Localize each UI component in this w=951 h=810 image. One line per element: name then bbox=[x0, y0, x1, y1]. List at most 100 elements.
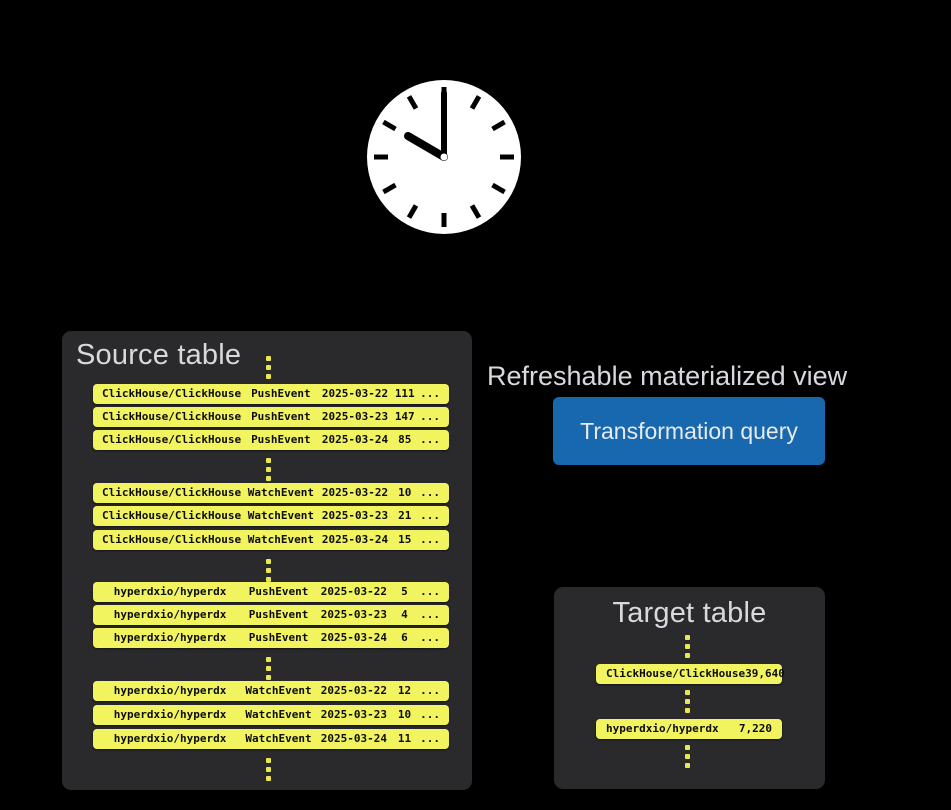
cell-more: ... bbox=[420, 433, 440, 446]
cell-count: 15 bbox=[398, 533, 412, 546]
dot bbox=[685, 644, 690, 649]
table-row[interactable]: ClickHouse/ClickHouse WatchEvent 2025-03… bbox=[93, 506, 449, 526]
ellipsis-dots bbox=[685, 745, 690, 768]
cell-more: ... bbox=[420, 608, 440, 621]
cell-count: 11 bbox=[397, 732, 412, 745]
cell-date: 2025-03-23 bbox=[321, 509, 389, 522]
cell-event: WatchEvent bbox=[245, 732, 312, 745]
cell-count: 85 bbox=[398, 433, 412, 446]
cell-event: PushEvent bbox=[251, 433, 311, 446]
dot bbox=[685, 754, 690, 759]
ellipsis-dots bbox=[266, 458, 271, 481]
cell-count: 4 bbox=[401, 608, 408, 621]
cell-repo: ClickHouse/ClickHouse bbox=[102, 509, 242, 522]
dot bbox=[685, 708, 690, 713]
cell-count: 147 bbox=[394, 410, 415, 423]
cell-count: 6 bbox=[401, 631, 408, 644]
dot bbox=[266, 657, 271, 662]
cell-event: PushEvent bbox=[248, 608, 309, 621]
cell-event: WatchEvent bbox=[247, 509, 314, 522]
cell-event: WatchEvent bbox=[247, 533, 314, 546]
transformation-query-button[interactable]: Transformation query bbox=[553, 397, 825, 465]
table-row[interactable]: ClickHouse/ClickHouse WatchEvent 2025-03… bbox=[93, 530, 449, 550]
cell-count: 10 bbox=[397, 708, 412, 721]
cell-more: ... bbox=[420, 509, 440, 522]
cell-more: ... bbox=[420, 684, 440, 697]
cell-date: 2025-03-24 bbox=[320, 732, 388, 745]
ellipsis-dots bbox=[266, 758, 271, 781]
table-row[interactable]: ClickHouse/ClickHouse PushEvent 2025-03-… bbox=[93, 430, 449, 450]
cell-more: ... bbox=[420, 585, 440, 598]
dot bbox=[685, 763, 690, 768]
cell-repo: hyperdxio/hyperdx bbox=[606, 722, 719, 735]
cell-date: 2025-03-24 bbox=[321, 433, 389, 446]
cell-event: PushEvent bbox=[251, 387, 311, 400]
dot bbox=[266, 675, 271, 680]
dot bbox=[266, 568, 271, 573]
cell-date: 2025-03-22 bbox=[320, 585, 388, 598]
table-row[interactable]: hyperdxio/hyperdx 7,220 bbox=[596, 719, 782, 739]
cell-more: ... bbox=[420, 387, 440, 400]
table-row[interactable]: hyperdxio/hyperdx PushEvent 2025-03-24 6… bbox=[93, 628, 449, 648]
dot bbox=[266, 758, 271, 763]
cell-more: ... bbox=[420, 486, 440, 499]
clock-icon bbox=[366, 79, 522, 235]
cell-date: 2025-03-23 bbox=[320, 608, 388, 621]
cell-repo: ClickHouse/ClickHouse bbox=[102, 410, 242, 423]
ellipsis-dots bbox=[685, 635, 690, 658]
dot bbox=[266, 776, 271, 781]
cell-more: ... bbox=[420, 410, 440, 423]
dot bbox=[685, 653, 690, 658]
dot bbox=[266, 374, 271, 379]
materialized-view-label: Refreshable materialized view bbox=[487, 361, 848, 391]
cell-repo: ClickHouse/ClickHouse bbox=[102, 486, 242, 499]
cell-event: WatchEvent bbox=[245, 684, 312, 697]
cell-repo: hyperdxio/hyperdx bbox=[113, 684, 227, 697]
table-row[interactable]: ClickHouse/ClickHouse 39,640 bbox=[596, 664, 785, 684]
dot bbox=[685, 745, 690, 750]
cell-event: PushEvent bbox=[248, 585, 309, 598]
cell-repo: hyperdxio/hyperdx bbox=[113, 708, 227, 721]
dot bbox=[266, 666, 271, 671]
cell-event: PushEvent bbox=[248, 631, 309, 644]
cell-event: WatchEvent bbox=[245, 708, 312, 721]
table-row[interactable]: hyperdxio/hyperdx WatchEvent 2025-03-22 … bbox=[93, 681, 449, 701]
cell-repo: hyperdxio/hyperdx bbox=[113, 732, 227, 745]
cell-more: ... bbox=[420, 732, 440, 745]
cell-repo: ClickHouse/ClickHouse bbox=[102, 387, 242, 400]
dot bbox=[685, 699, 690, 704]
cell-date: 2025-03-22 bbox=[320, 684, 388, 697]
source-table-title: Source table bbox=[76, 339, 242, 371]
dot bbox=[266, 577, 271, 582]
table-row[interactable]: ClickHouse/ClickHouse PushEvent 2025-03-… bbox=[93, 407, 449, 427]
table-row[interactable]: hyperdxio/hyperdx WatchEvent 2025-03-24 … bbox=[93, 729, 449, 749]
cell-more: ... bbox=[420, 708, 440, 721]
cell-repo: ClickHouse/ClickHouse bbox=[102, 533, 242, 546]
cell-count: 10 bbox=[398, 486, 412, 499]
table-row[interactable]: ClickHouse/ClickHouse WatchEvent 2025-03… bbox=[93, 483, 449, 503]
cell-more: ... bbox=[420, 533, 440, 546]
dot bbox=[266, 476, 271, 481]
cell-date: 2025-03-24 bbox=[321, 533, 389, 546]
dot bbox=[685, 635, 690, 640]
ellipsis-dots bbox=[266, 356, 271, 379]
cell-repo: hyperdxio/hyperdx bbox=[113, 585, 227, 598]
dot bbox=[266, 559, 271, 564]
cell-count: 7,220 bbox=[738, 722, 772, 735]
cell-count: 12 bbox=[397, 684, 412, 697]
ellipsis-dots bbox=[266, 657, 271, 680]
table-row[interactable]: ClickHouse/ClickHouse PushEvent 2025-03-… bbox=[93, 384, 449, 404]
source-table-panel: Source table ClickHouse/ClickHouse PushE… bbox=[62, 331, 472, 790]
cell-date: 2025-03-22 bbox=[321, 486, 389, 499]
dot bbox=[266, 458, 271, 463]
table-row[interactable]: hyperdxio/hyperdx WatchEvent 2025-03-23 … bbox=[93, 705, 449, 725]
cell-event: WatchEvent bbox=[247, 486, 314, 499]
table-row[interactable]: hyperdxio/hyperdx PushEvent 2025-03-22 5… bbox=[93, 582, 449, 602]
table-row[interactable]: hyperdxio/hyperdx PushEvent 2025-03-23 4… bbox=[93, 605, 449, 625]
target-table-panel: Target table ClickHouse/ClickHouse 39,64… bbox=[554, 587, 825, 789]
cell-event: PushEvent bbox=[251, 410, 311, 423]
cell-count: 39,640 bbox=[745, 667, 785, 680]
dot bbox=[266, 467, 271, 472]
cell-count: 21 bbox=[398, 509, 412, 522]
cell-date: 2025-03-23 bbox=[320, 708, 388, 721]
